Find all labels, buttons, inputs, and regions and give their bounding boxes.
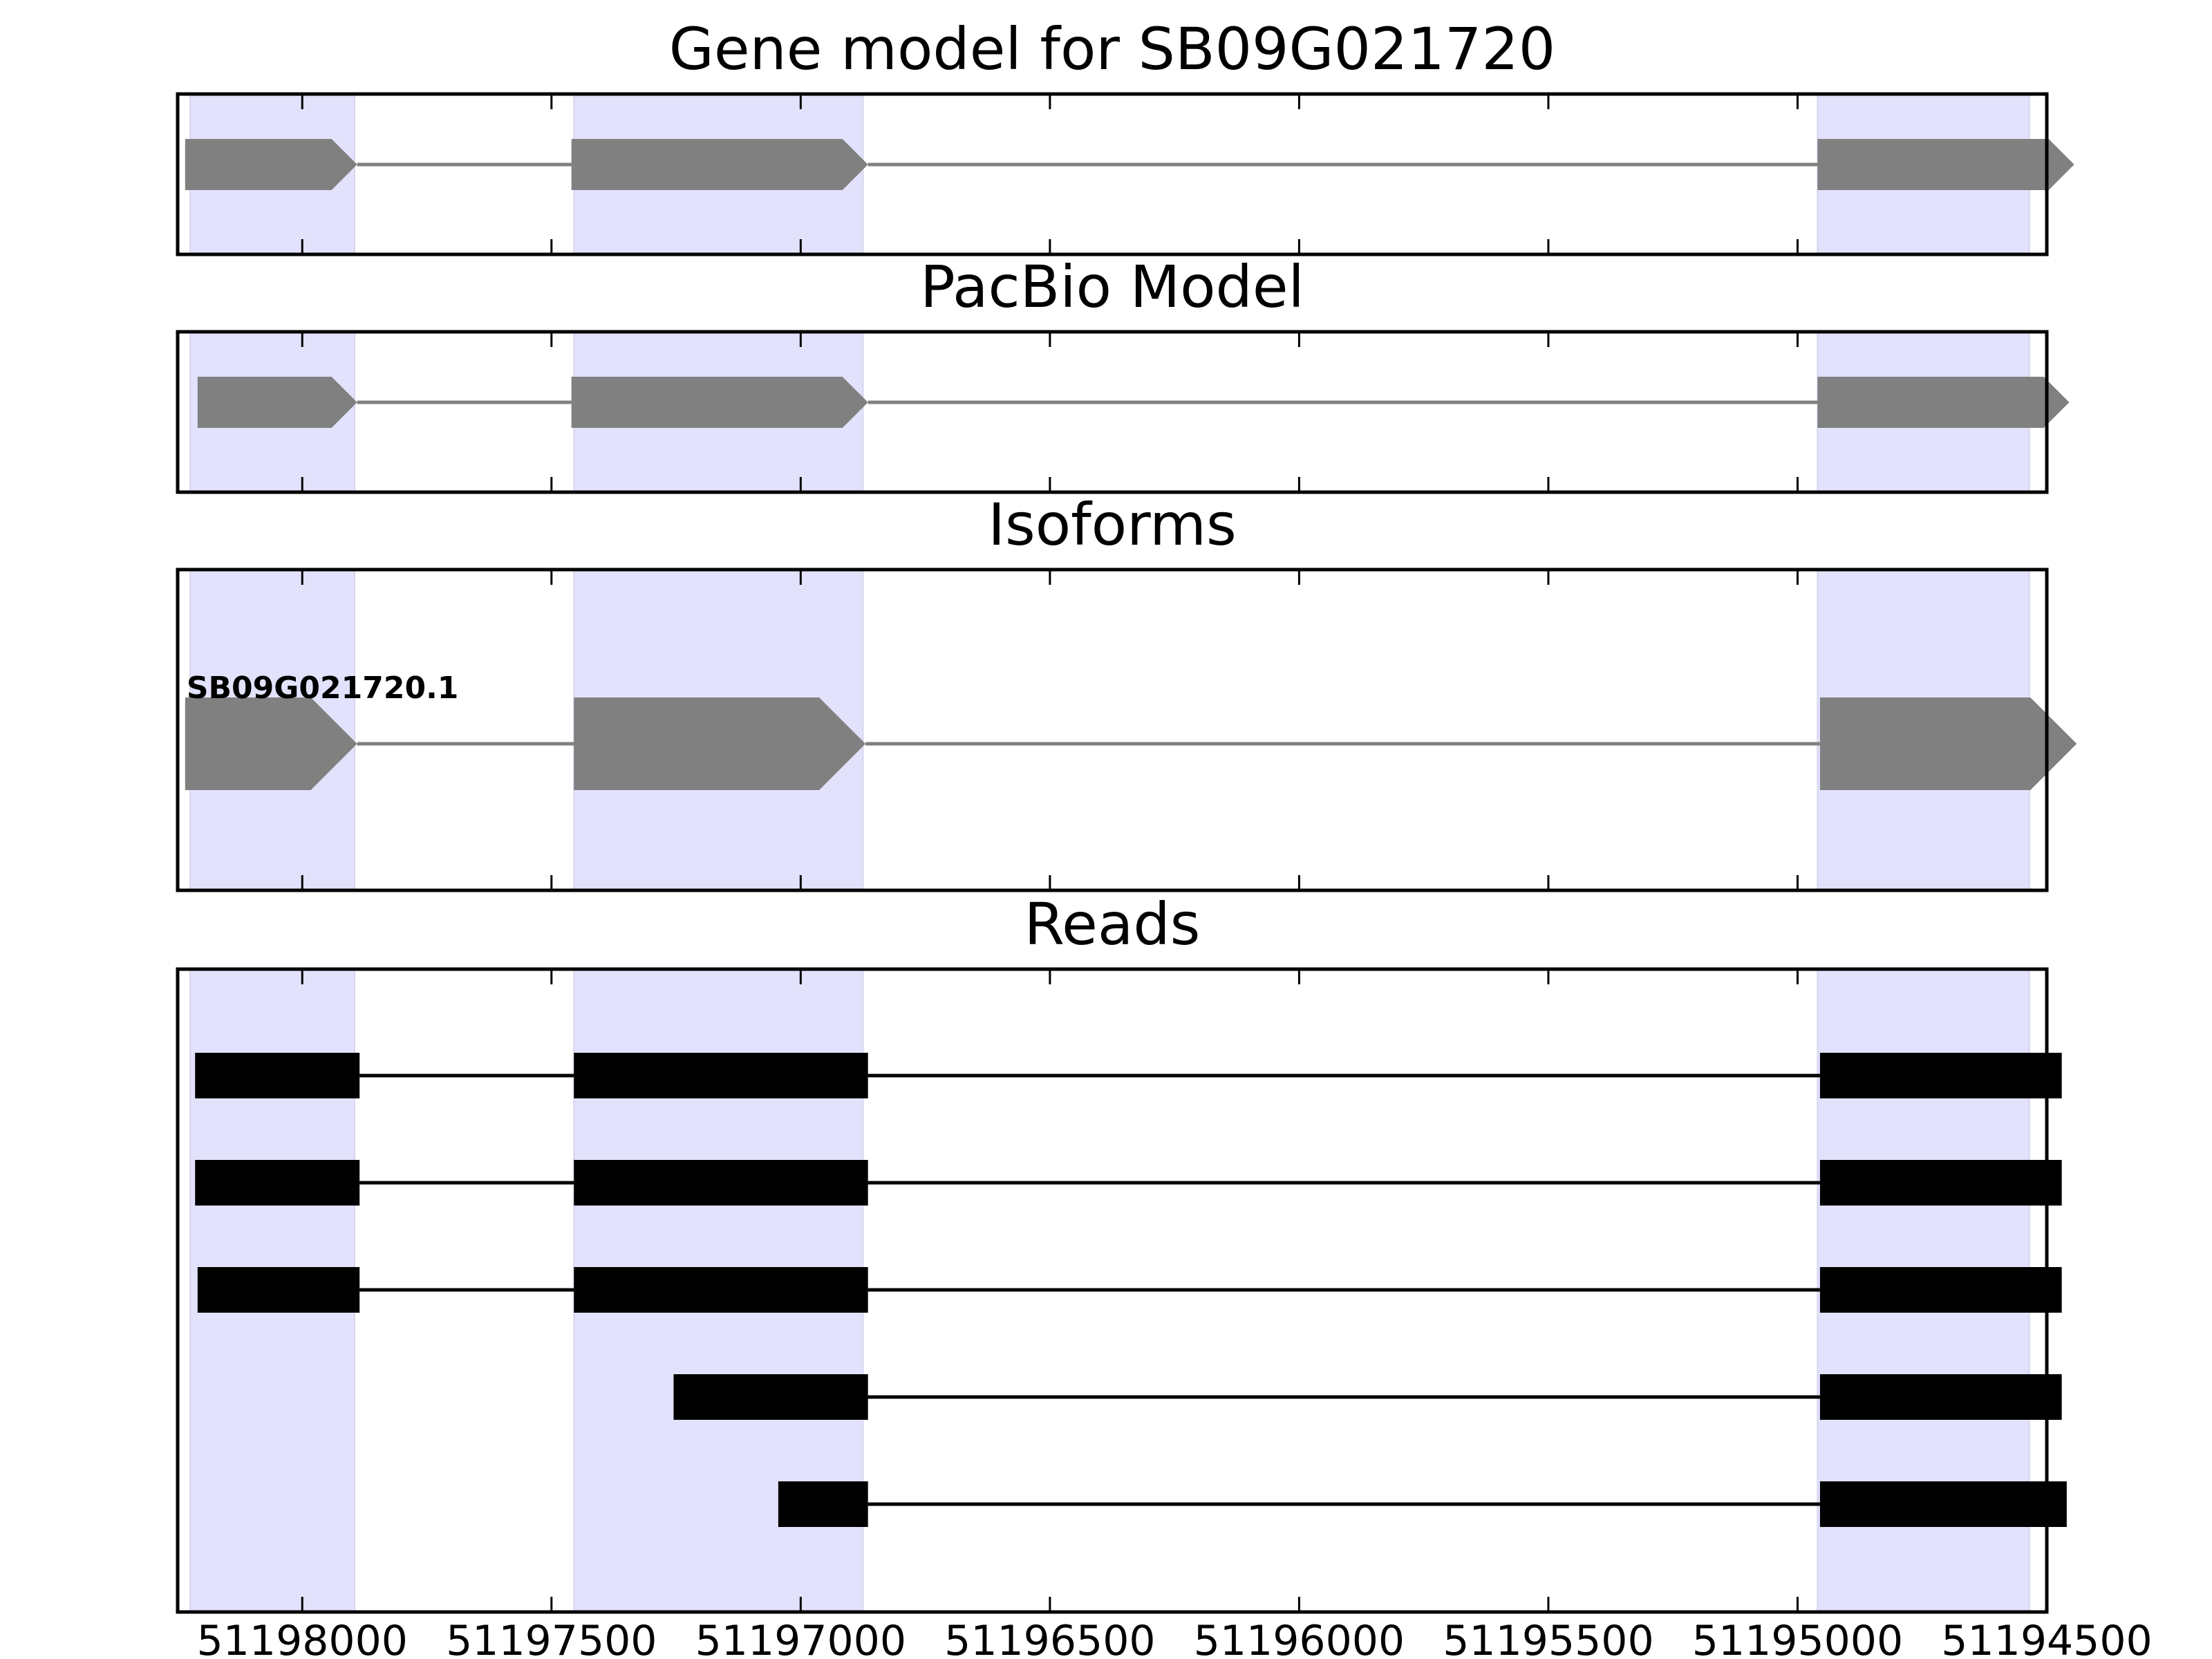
read-5: [778, 1481, 2067, 1527]
panel-isoforms: Isoforms SB09G021720.1: [176, 491, 2077, 892]
read-4: [673, 1374, 2062, 1420]
read-block: [1819, 1481, 2067, 1527]
exon-arrow: [197, 377, 357, 428]
exon-arrow: [574, 697, 866, 790]
read-block: [673, 1374, 868, 1420]
panel-gene-model: Gene model for SB09G021720: [176, 15, 2074, 256]
exon-arrow: [185, 697, 357, 790]
x-tick-label: 51195000: [1692, 1617, 1903, 1659]
x-tick-label: 51196500: [944, 1617, 1155, 1659]
panel-frame: [176, 967, 2049, 1614]
read-1: [195, 1053, 2062, 1098]
exon-arrow: [1817, 139, 2074, 190]
exon-arrow: [185, 139, 357, 190]
read-block: [1819, 1374, 2062, 1420]
x-tick-label: 51197500: [446, 1617, 657, 1659]
read-block: [778, 1481, 868, 1527]
x-tick-label: 51194500: [1941, 1617, 2152, 1659]
panel-pacbio-model: PacBio Model: [176, 253, 2070, 494]
read-block: [574, 1160, 868, 1206]
read-block: [195, 1053, 360, 1098]
panel-frame: [176, 568, 2049, 892]
read-block: [1819, 1267, 2062, 1313]
panel-title: PacBio Model: [920, 253, 1304, 321]
read-3: [197, 1267, 2062, 1313]
exon-arrow: [571, 139, 868, 190]
read-block: [574, 1053, 868, 1098]
panel-title: Isoforms: [988, 491, 1237, 559]
read-block: [1819, 1053, 2062, 1098]
panel-reads: Reads: [176, 890, 2067, 1614]
x-tick-label: 51196000: [1194, 1617, 1405, 1659]
exon-arrow: [1817, 377, 2070, 428]
x-tick-label: 51198000: [197, 1617, 408, 1659]
exon-arrow: [571, 377, 868, 428]
panel-frame: [176, 92, 2049, 256]
read-block: [574, 1267, 868, 1313]
panel-title: Reads: [1024, 890, 1201, 958]
exon-arrow: [1819, 697, 2077, 790]
x-tick-label: 51197000: [695, 1617, 906, 1659]
isoform-label: SB09G021720.1: [187, 671, 459, 706]
read-2: [195, 1160, 2062, 1206]
read-block: [197, 1267, 360, 1313]
read-block: [195, 1160, 360, 1206]
read-block: [1819, 1160, 2062, 1206]
x-tick-label: 51195500: [1443, 1617, 1653, 1659]
panel-frame: [176, 330, 2049, 494]
panel-title: Gene model for SB09G021720: [669, 15, 1555, 83]
